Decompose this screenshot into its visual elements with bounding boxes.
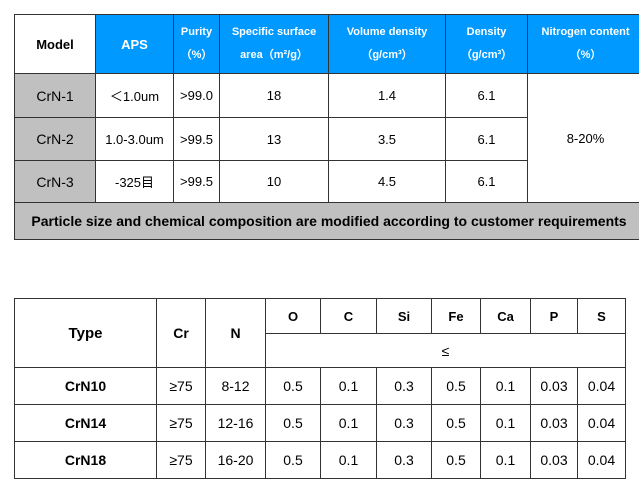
- s-cell: 0.04: [577, 367, 626, 405]
- table-row: CrN18 ≥75 16-20 0.5 0.1 0.3 0.5 0.1 0.03…: [14, 441, 626, 479]
- header-purity-line1: Purity: [180, 26, 213, 38]
- header-density-line1: Density: [466, 26, 507, 38]
- crn-specification-table: Model APS Purity （%） Specific surface ar…: [14, 14, 639, 240]
- header-purity-line2: （%）: [180, 49, 213, 61]
- nitrogen-content-cell: 8-20%: [527, 73, 639, 203]
- surface-cell: 10: [219, 160, 329, 203]
- header-element-fe: Fe: [431, 298, 481, 334]
- volume-cell: 3.5: [328, 117, 446, 161]
- c-cell: 0.1: [320, 367, 377, 405]
- header-aps: APS: [95, 14, 174, 74]
- header-element-ca: Ca: [480, 298, 531, 334]
- table2-header-row: Type Cr N O C Si Fe Ca P S: [14, 298, 626, 368]
- cr-cell: ≥75: [156, 441, 206, 479]
- header-volume-density: Volume density （g/cm³）: [328, 14, 446, 74]
- fe-cell: 0.5: [431, 367, 481, 405]
- c-cell: 0.1: [320, 441, 377, 479]
- header-nitrogen-line1: Nitrogen content: [541, 26, 630, 38]
- type-cell: CrN18: [14, 441, 157, 479]
- table1-header-row: Model APS Purity （%） Specific surface ar…: [14, 14, 639, 74]
- c-cell: 0.1: [320, 404, 377, 442]
- header-purity: Purity （%）: [173, 14, 220, 74]
- aps-cell: ＜1.0um: [95, 73, 174, 118]
- table-row: CrN10 ≥75 8-12 0.5 0.1 0.3 0.5 0.1 0.03 …: [14, 367, 626, 405]
- si-cell: 0.3: [376, 367, 432, 405]
- crn-composition-table: Type Cr N O C Si Fe Ca P S ≤ CrN10 ≥75 8…: [14, 298, 626, 479]
- p-cell: 0.03: [530, 441, 578, 479]
- header-nitrogen-content: Nitrogen content （%）: [527, 14, 639, 74]
- type-cell: CrN14: [14, 404, 157, 442]
- cr-cell: ≥75: [156, 367, 206, 405]
- header-element-s: S: [577, 298, 626, 334]
- header-model: Model: [14, 14, 96, 74]
- si-cell: 0.3: [376, 404, 432, 442]
- cr-cell: ≥75: [156, 404, 206, 442]
- ca-cell: 0.1: [480, 367, 531, 405]
- o-cell: 0.5: [265, 441, 321, 479]
- header-element-c: C: [320, 298, 377, 334]
- o-cell: 0.5: [265, 367, 321, 405]
- customization-note: Particle size and chemical composition a…: [14, 202, 639, 240]
- header-element-o: O: [265, 298, 321, 334]
- model-cell: CrN-2: [14, 117, 96, 161]
- header-cr: Cr: [156, 298, 206, 368]
- purity-cell: >99.5: [173, 160, 220, 203]
- p-cell: 0.03: [530, 367, 578, 405]
- n-cell: 8-12: [205, 367, 266, 405]
- volume-cell: 1.4: [328, 73, 446, 118]
- header-element-p: P: [530, 298, 578, 334]
- surface-cell: 13: [219, 117, 329, 161]
- density-cell: 6.1: [445, 73, 528, 118]
- header-element-si: Si: [376, 298, 432, 334]
- density-cell: 6.1: [445, 117, 528, 161]
- volume-cell: 4.5: [328, 160, 446, 203]
- fe-cell: 0.5: [431, 404, 481, 442]
- header-surface-area: Specific surface area（m²/g）: [219, 14, 329, 74]
- model-cell: CrN-1: [14, 73, 96, 118]
- purity-cell: >99.0: [173, 73, 220, 118]
- less-equal-symbol: ≤: [265, 333, 626, 368]
- s-cell: 0.04: [577, 441, 626, 479]
- type-cell: CrN10: [14, 367, 157, 405]
- aps-cell: -325目: [95, 160, 174, 203]
- header-surface-line1: Specific surface: [231, 26, 317, 38]
- header-n: N: [205, 298, 266, 368]
- header-type: Type: [14, 298, 157, 368]
- header-volume-line2: （g/cm³）: [361, 49, 413, 61]
- p-cell: 0.03: [530, 404, 578, 442]
- table-row: CrN-1 ＜1.0um >99.0 18 1.4 6.1 8-20%: [14, 73, 639, 203]
- aps-cell: 1.0-3.0um: [95, 117, 174, 161]
- table-row: CrN-2 1.0-3.0um >99.5 13 3.5 6.1: [14, 117, 639, 161]
- table2-subheader-row: ≤: [15, 333, 626, 368]
- table-row: CrN14 ≥75 12-16 0.5 0.1 0.3 0.5 0.1 0.03…: [14, 404, 626, 442]
- s-cell: 0.04: [577, 404, 626, 442]
- o-cell: 0.5: [265, 404, 321, 442]
- density-cell: 6.1: [445, 160, 528, 203]
- n-cell: 12-16: [205, 404, 266, 442]
- ca-cell: 0.1: [480, 441, 531, 479]
- fe-cell: 0.5: [431, 441, 481, 479]
- note-row: Particle size and chemical composition a…: [14, 202, 639, 240]
- n-cell: 16-20: [205, 441, 266, 479]
- table-row: CrN-3 -325目 >99.5 10 4.5 6.1: [14, 160, 639, 203]
- surface-cell: 18: [219, 73, 329, 118]
- header-volume-line1: Volume density: [346, 26, 428, 38]
- ca-cell: 0.1: [480, 404, 531, 442]
- purity-cell: >99.5: [173, 117, 220, 161]
- model-cell: CrN-3: [14, 160, 96, 203]
- header-density: Density （g/cm³）: [445, 14, 528, 74]
- header-density-line2: （g/cm³）: [460, 49, 513, 61]
- header-nitrogen-line2: （%）: [569, 49, 602, 61]
- si-cell: 0.3: [376, 441, 432, 479]
- header-surface-line2: area（m²/g）: [240, 49, 308, 61]
